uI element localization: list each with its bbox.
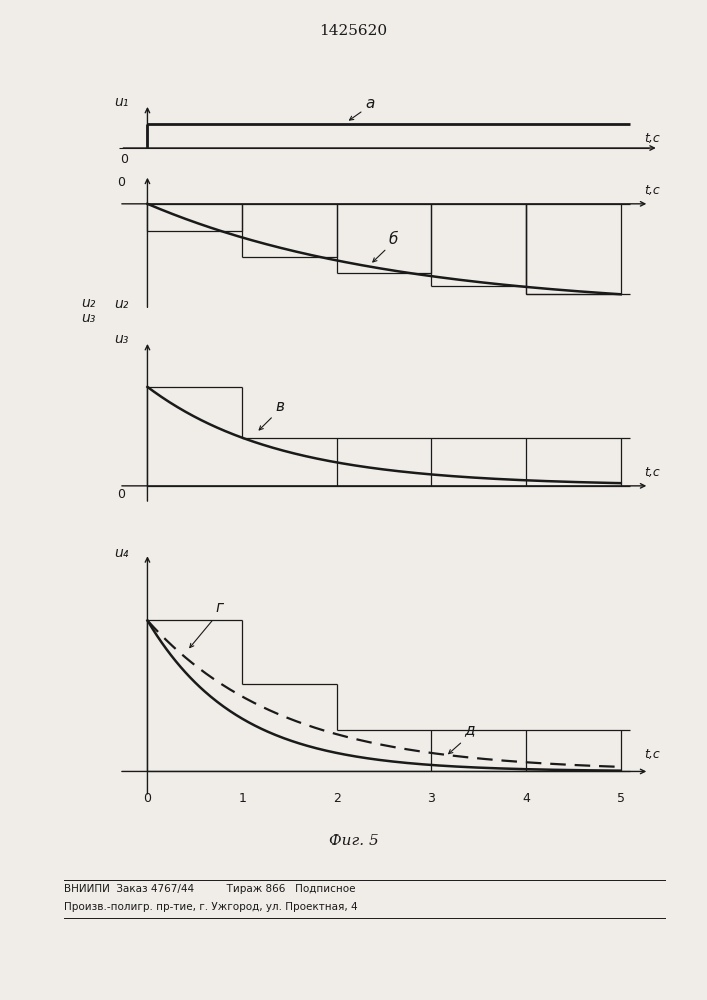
Text: а: а — [366, 96, 375, 111]
Text: д: д — [464, 723, 475, 738]
Text: 2: 2 — [333, 792, 341, 805]
Text: 5: 5 — [617, 792, 625, 805]
Text: ВНИИПИ  Заказ 4767/44          Тираж 866   Подписное: ВНИИПИ Заказ 4767/44 Тираж 866 Подписное — [64, 884, 355, 894]
Text: 3: 3 — [428, 792, 436, 805]
Text: t,с: t,с — [645, 748, 660, 761]
Text: г: г — [216, 600, 223, 615]
Text: 4: 4 — [522, 792, 530, 805]
Text: u₄: u₄ — [114, 546, 128, 560]
Text: в: в — [275, 399, 284, 414]
Text: u₂: u₂ — [114, 297, 128, 311]
Text: 1: 1 — [238, 792, 246, 805]
Text: 0: 0 — [119, 153, 128, 166]
Text: u₂: u₂ — [81, 296, 95, 310]
Text: t,с: t,с — [645, 466, 660, 479]
Text: t,с: t,с — [645, 132, 660, 145]
Text: 0: 0 — [117, 176, 125, 189]
Text: u₃: u₃ — [81, 311, 95, 325]
Text: t,с: t,с — [645, 184, 660, 197]
Text: 1425620: 1425620 — [320, 24, 387, 38]
Text: u₁: u₁ — [114, 95, 128, 109]
Text: 0: 0 — [117, 488, 125, 501]
Text: Фиг. 5: Фиг. 5 — [329, 834, 378, 848]
Text: u₃: u₃ — [114, 332, 128, 346]
Text: б: б — [389, 232, 398, 247]
Text: 0: 0 — [144, 792, 151, 805]
Text: Произв.-полигр. пр-тие, г. Ужгород, ул. Проектная, 4: Произв.-полигр. пр-тие, г. Ужгород, ул. … — [64, 902, 357, 912]
